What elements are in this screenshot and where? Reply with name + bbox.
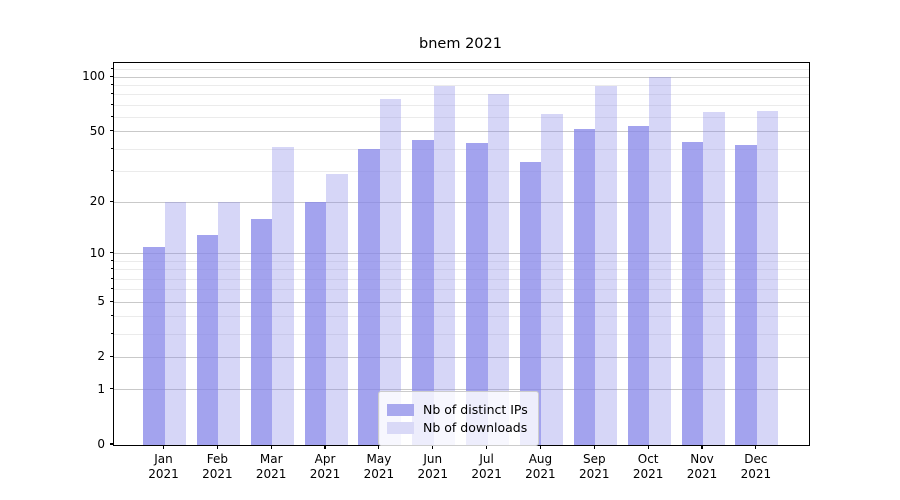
- x-tick-month: Sep: [582, 452, 606, 466]
- x-tick-label: Jun 2021: [403, 452, 463, 482]
- bar-distinct-ips: [196, 234, 219, 445]
- bar-distinct-ips: [466, 143, 488, 445]
- bar-downloads: [703, 112, 725, 445]
- gridline-minor: [114, 116, 809, 118]
- bar-downloads: [272, 147, 294, 445]
- x-tick-label: May 2021: [349, 452, 409, 482]
- legend-row: Nb of distinct IPs: [387, 402, 528, 417]
- gridline-major: [114, 131, 809, 133]
- x-tick-label: Nov 2021: [672, 452, 732, 482]
- legend-swatch-distinct-ips: [387, 403, 414, 416]
- chart-title: bnem 2021: [419, 36, 502, 52]
- y-tick-label: 10: [89, 245, 105, 260]
- x-tick-label: Feb 2021: [187, 452, 247, 482]
- gridline-major: [114, 389, 809, 391]
- x-tick-month: Jul: [479, 452, 494, 466]
- bar-downloads: [433, 85, 456, 445]
- y-tick-label: 0: [97, 437, 105, 451]
- bar-distinct-ips: [519, 161, 542, 445]
- x-tick-year: 2021: [255, 467, 287, 481]
- y-tick-label: 5: [97, 294, 105, 309]
- x-tick-year: 2021: [686, 467, 718, 481]
- x-tick-year: 2021: [417, 467, 449, 481]
- x-tick-month: Apr: [314, 452, 336, 466]
- x-tick-month: May: [366, 452, 392, 466]
- gridline-minor: [114, 94, 809, 96]
- bar-downloads: [164, 202, 186, 445]
- bar-downloads: [218, 202, 240, 445]
- gridline-minor: [114, 148, 809, 150]
- gridline-minor: [114, 278, 809, 280]
- x-tick-month: Jun: [423, 452, 443, 466]
- x-tick-year: 2021: [363, 467, 395, 481]
- x-tick-month: Jan: [154, 452, 173, 466]
- bar-distinct-ips: [304, 202, 327, 445]
- x-tick-label: Oct 2021: [618, 452, 678, 482]
- gridline-major: [114, 301, 809, 303]
- bar-distinct-ips: [250, 219, 273, 445]
- x-tick-year: 2021: [148, 467, 179, 481]
- bar-downloads: [326, 173, 348, 445]
- gridline-major: [114, 253, 809, 255]
- legend-label-downloads: Nb of downloads: [423, 420, 528, 435]
- x-tick-label: Sep 2021: [564, 452, 624, 482]
- x-tick-year: 2021: [525, 467, 556, 481]
- x-tick-month: Nov: [690, 452, 714, 466]
- bar-downloads: [541, 113, 563, 445]
- gridline-minor: [114, 261, 809, 262]
- bar-distinct-ips: [412, 139, 434, 445]
- bar-downloads: [595, 85, 617, 445]
- y-tick-label: 50: [89, 123, 105, 138]
- x-tick-year: 2021: [471, 467, 502, 481]
- legend-swatch-downloads: [387, 421, 414, 434]
- y-tick-label: 1: [97, 381, 105, 396]
- x-tick-label: Jan 2021: [134, 452, 194, 482]
- bar-distinct-ips: [143, 246, 165, 445]
- bar-distinct-ips: [735, 145, 757, 445]
- gridline-minor: [114, 289, 809, 291]
- x-tick-year: 2021: [309, 467, 341, 481]
- x-tick-year: 2021: [632, 467, 664, 481]
- gridline-minor: [114, 316, 809, 318]
- x-tick-year: 2021: [579, 467, 610, 481]
- bar-distinct-ips: [358, 149, 380, 445]
- bar-downloads: [649, 77, 671, 445]
- x-tick-label: Aug 2021: [510, 452, 570, 482]
- x-tick-year: 2021: [202, 467, 233, 481]
- legend: Nb of distinct IPs Nb of downloads: [378, 391, 539, 446]
- x-tick-month: Aug: [528, 452, 553, 466]
- bar-downloads: [756, 111, 779, 445]
- gridline-minor: [114, 85, 809, 87]
- bar-distinct-ips: [573, 128, 596, 445]
- x-tick-year: 2021: [740, 467, 772, 481]
- y-tick-label: 20: [89, 194, 105, 209]
- legend-row: Nb of downloads: [387, 420, 528, 435]
- bar-downloads: [379, 98, 402, 445]
- gridline-major: [114, 201, 809, 203]
- x-tick-month: Dec: [744, 452, 768, 466]
- x-tick-label: Apr 2021: [295, 452, 355, 482]
- gridline-minor: [114, 269, 809, 271]
- gridline-minor: [114, 69, 809, 71]
- y-tick-label: 100: [82, 69, 105, 84]
- x-tick-month: Feb: [206, 452, 228, 466]
- x-tick-month: Mar: [259, 452, 283, 466]
- x-tick-label: Mar 2021: [241, 452, 301, 482]
- bar-distinct-ips: [627, 125, 650, 445]
- bar-distinct-ips: [681, 141, 703, 445]
- gridline-minor: [114, 104, 809, 106]
- gridline-minor: [114, 334, 809, 336]
- y-tick-label: 2: [97, 349, 105, 364]
- bar-downloads: [487, 93, 510, 445]
- x-tick-month: Oct: [637, 452, 659, 466]
- plot-canvas: [114, 63, 809, 445]
- x-tick-label: Jul 2021: [457, 452, 517, 482]
- plot-area: [113, 62, 810, 446]
- gridline-major: [114, 76, 809, 78]
- gridline-major: [114, 356, 809, 358]
- gridline-minor: [114, 170, 809, 172]
- legend-label-distinct-ips: Nb of distinct IPs: [423, 402, 528, 417]
- x-tick-label: Dec 2021: [726, 452, 786, 482]
